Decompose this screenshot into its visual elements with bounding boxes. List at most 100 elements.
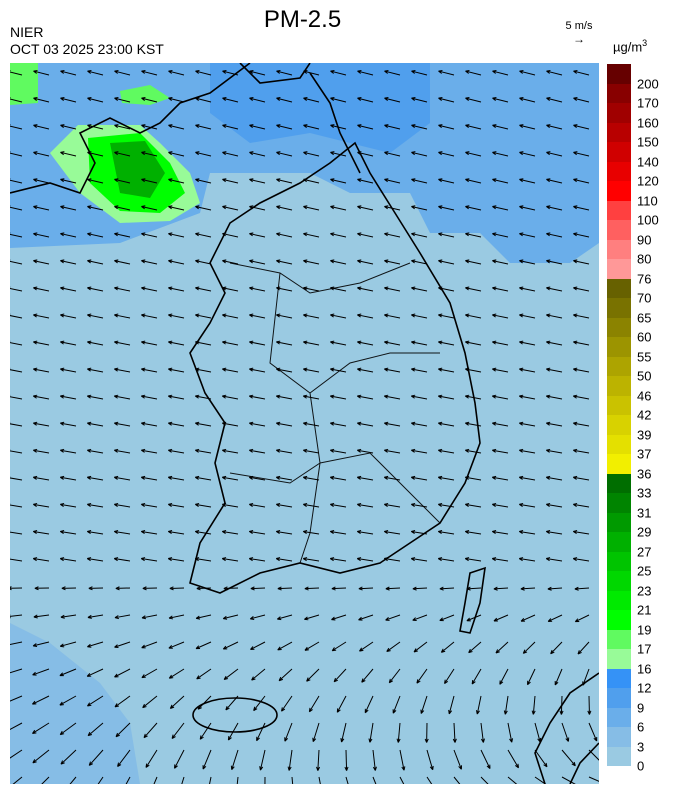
wind-arrow bbox=[519, 313, 536, 319]
wind-arrow bbox=[518, 530, 536, 535]
wind-arrow bbox=[340, 722, 347, 743]
wind-arrow bbox=[465, 259, 482, 265]
wind-arrow bbox=[276, 614, 293, 621]
wind-arrow bbox=[195, 340, 212, 346]
wind-arrow bbox=[572, 475, 590, 481]
wind-arrow bbox=[356, 557, 374, 562]
wind-arrow bbox=[222, 69, 239, 76]
wind-arrow bbox=[140, 448, 158, 454]
wind-arrow bbox=[357, 124, 374, 130]
wind-arrow bbox=[10, 614, 23, 619]
wind-arrow bbox=[518, 502, 536, 508]
wind-arrow bbox=[464, 448, 482, 454]
wind-arrow bbox=[221, 502, 239, 508]
wind-arrow bbox=[167, 475, 185, 481]
colorbar-label: 17 bbox=[637, 641, 652, 657]
colorbar-bin bbox=[607, 473, 631, 493]
wind-arrow bbox=[10, 259, 23, 265]
wind-arrow bbox=[412, 586, 428, 591]
wind-arrow bbox=[356, 502, 374, 508]
wind-arrow bbox=[573, 69, 590, 76]
wind-arrow bbox=[248, 448, 266, 454]
wind-arrow bbox=[168, 259, 185, 265]
colorbar-label: 65 bbox=[637, 310, 652, 325]
wind-arrow bbox=[60, 367, 77, 373]
wind-arrow bbox=[141, 178, 158, 184]
wind-arrow bbox=[167, 394, 185, 400]
wind-arrow bbox=[60, 749, 77, 765]
wind-arrow bbox=[550, 641, 563, 655]
colorbar-bin bbox=[607, 493, 631, 513]
wind-arrow bbox=[399, 749, 406, 771]
wind-arrow bbox=[248, 557, 266, 562]
map-title: PM-2.5 bbox=[263, 6, 342, 33]
wind-arrow bbox=[249, 340, 266, 346]
wind-arrow bbox=[114, 97, 131, 103]
wind-arrow bbox=[195, 313, 212, 319]
wind-arrow bbox=[168, 178, 185, 184]
wind-arrow bbox=[249, 124, 266, 130]
wind-arrow bbox=[86, 475, 104, 481]
wind-arrow bbox=[113, 475, 131, 481]
wind-arrow bbox=[141, 151, 158, 157]
wind-arrow bbox=[32, 641, 50, 647]
wind-arrow bbox=[384, 367, 401, 373]
wind-arrow bbox=[465, 313, 482, 319]
wind-arrow bbox=[60, 124, 77, 130]
colorbar-label: 170 bbox=[637, 95, 659, 111]
north-coastline bbox=[10, 63, 251, 194]
wind-arrow bbox=[87, 641, 104, 648]
wind-arrow bbox=[572, 448, 590, 454]
wind-arrow bbox=[572, 502, 590, 508]
wind-arrow bbox=[438, 367, 455, 373]
wind-arrow bbox=[519, 97, 536, 103]
wind-arrow bbox=[10, 530, 23, 535]
wind-arrow bbox=[546, 286, 563, 292]
wind-scale-legend: 5 m/s → bbox=[556, 20, 602, 46]
wind-arrow bbox=[383, 475, 401, 481]
wind-arrow bbox=[248, 421, 266, 427]
colorbar-bin bbox=[607, 317, 631, 337]
wind-arrow bbox=[534, 722, 542, 743]
wind-arrow bbox=[249, 259, 266, 265]
wind-arrow bbox=[114, 367, 131, 373]
wind-arrow bbox=[169, 586, 185, 591]
wind-arrow bbox=[439, 586, 455, 591]
wind-arrow bbox=[248, 530, 266, 535]
colorbar-label: 80 bbox=[637, 251, 652, 267]
wind-arrow bbox=[141, 668, 158, 679]
wind-arrow bbox=[383, 502, 401, 508]
wind-arrow bbox=[60, 286, 77, 292]
wind-arrow bbox=[416, 668, 428, 684]
wind-arrow bbox=[546, 205, 563, 211]
colorbar-label: 140 bbox=[637, 154, 659, 169]
wind-arrow bbox=[546, 151, 563, 157]
wind-arrow bbox=[368, 722, 374, 743]
wind-arrow bbox=[411, 340, 428, 346]
wind-arrow bbox=[10, 286, 23, 292]
wind-arrow bbox=[194, 557, 212, 562]
wind-arrow bbox=[384, 124, 401, 130]
wind-arrow bbox=[168, 614, 185, 620]
wind-arrow bbox=[141, 286, 158, 292]
wind-arrow bbox=[141, 259, 158, 265]
wind-arrow bbox=[573, 340, 590, 346]
wind-arrow bbox=[194, 421, 212, 427]
colorbar-bin bbox=[607, 64, 631, 84]
wind-arrow bbox=[221, 421, 239, 427]
wind-arrow bbox=[561, 722, 570, 742]
wind-arrow bbox=[251, 668, 266, 681]
wind-arrow bbox=[384, 97, 401, 103]
wind-arrow bbox=[465, 97, 482, 103]
japan-coastline bbox=[534, 672, 599, 784]
wind-arrow bbox=[507, 722, 514, 743]
wind-arrow bbox=[249, 69, 266, 76]
wind-arrow bbox=[222, 367, 239, 373]
wind-arrow bbox=[33, 69, 50, 76]
wind-arrow bbox=[302, 448, 320, 454]
wind-arrow bbox=[333, 668, 347, 683]
wind-arrow bbox=[383, 394, 401, 400]
wind-arrow bbox=[316, 749, 321, 771]
wind-arrow bbox=[250, 586, 266, 591]
wind-arrow bbox=[168, 641, 185, 649]
